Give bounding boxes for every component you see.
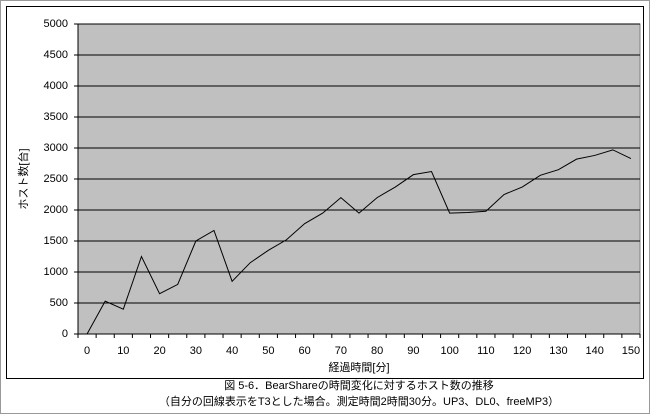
y-tick-label: 500: [50, 297, 68, 309]
y-axis-label: ホスト数[台]: [16, 148, 30, 209]
x-tick-label: 10: [117, 345, 129, 357]
caption-line: （自分の回線表示をT3とした場合。測定時間2時間30分。UP3、DL0、free…: [159, 394, 559, 408]
x-tick-label: 60: [298, 345, 310, 357]
caption-line: 図 5-6．BearShareの時間変化に対するホスト数の推移: [224, 378, 494, 392]
x-tick-label: 50: [262, 345, 274, 357]
x-tick-label: 150: [622, 345, 640, 357]
y-tick-label: 3500: [44, 111, 68, 123]
x-tick-label: 120: [513, 345, 531, 357]
y-tick-label: 1000: [44, 266, 68, 278]
x-tick-label: 140: [585, 345, 603, 357]
data-line: [86, 149, 632, 335]
x-tick-label: 20: [153, 345, 165, 357]
x-tick-label: 90: [407, 345, 419, 357]
y-tick-label: 2500: [44, 173, 68, 185]
y-tick-label: 5000: [44, 18, 68, 30]
x-tick-label: 70: [335, 345, 347, 357]
x-tick-label: 0: [84, 345, 90, 357]
x-tick-label: 110: [477, 345, 495, 357]
y-tick-label: 0: [62, 328, 68, 340]
x-axis-label: 経過時間[分]: [328, 361, 389, 374]
y-tick-label: 4000: [44, 80, 68, 92]
x-tick-label: 100: [440, 345, 458, 357]
x-tick-label: 80: [371, 345, 383, 357]
y-tick-label: 4500: [44, 49, 68, 61]
x-tick-label: 130: [549, 345, 567, 357]
y-tick-label: 3000: [44, 142, 68, 154]
y-tick-label: 2000: [44, 204, 68, 216]
x-tick-label: 30: [190, 345, 202, 357]
y-tick-label: 1500: [44, 235, 68, 247]
x-tick-label: 40: [226, 345, 238, 357]
